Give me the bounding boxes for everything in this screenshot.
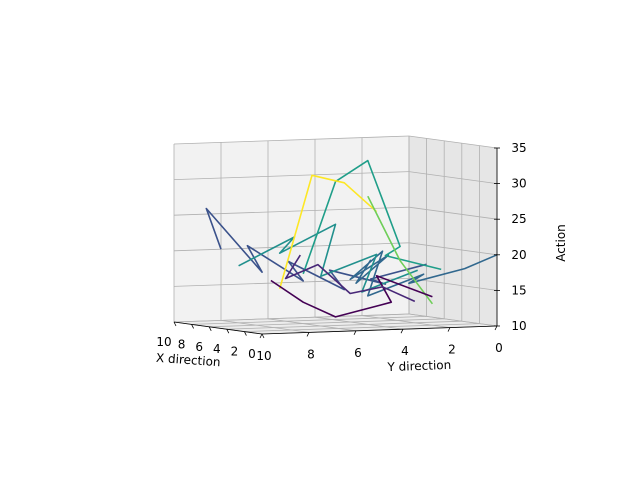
grid-line [173, 135, 410, 145]
grid-line [314, 316, 404, 330]
y-tick-label: 4 [401, 344, 409, 358]
y-tick-label: 2 [448, 343, 456, 357]
grid-line [191, 316, 427, 325]
series-line [284, 254, 416, 303]
x-axis-line [173, 321, 263, 335]
grid-line [226, 320, 462, 330]
grid-line [173, 206, 410, 216]
series-line [349, 250, 498, 297]
series-layer [205, 159, 498, 318]
x-axis-label: X direction [156, 351, 221, 369]
z-tick-label: 35 [511, 141, 526, 155]
z-tick-label: 10 [511, 319, 526, 333]
x-tick-label: 0 [248, 347, 256, 361]
floor-pane [174, 314, 497, 334]
grid-line [244, 323, 480, 332]
x-tick-label: 10 [156, 335, 171, 349]
x-tick-label: 2 [231, 345, 239, 359]
z-tick-label: 25 [511, 212, 526, 226]
z-tick-label: 15 [511, 283, 526, 297]
grid-line [173, 171, 410, 180]
grid-line [267, 318, 357, 332]
x-tick-label: 8 [178, 337, 186, 351]
x-tick-label: 6 [195, 340, 203, 354]
grid-line [408, 278, 498, 291]
grid-line [209, 318, 445, 328]
y-tick-label: 10 [256, 349, 271, 363]
x-tick [191, 324, 194, 329]
x-tick [226, 329, 230, 334]
y-tick [494, 325, 498, 331]
grid-line [408, 135, 498, 149]
z-axis-label: Action [554, 224, 568, 262]
grid-line [408, 242, 498, 256]
grid-line [408, 171, 498, 184]
z-tick-label: 30 [511, 177, 526, 191]
series-line [238, 223, 418, 293]
y-tick-label: 6 [354, 346, 362, 360]
y-tick [447, 327, 451, 332]
grid-line [361, 315, 451, 328]
y-tick-label: 8 [307, 347, 315, 361]
x-tick [208, 326, 212, 331]
series-line [367, 195, 434, 305]
series-line [278, 174, 378, 290]
y-tick [400, 329, 404, 334]
y-axis-label: Y direction [386, 358, 451, 374]
x-tick-label: 4 [213, 342, 221, 356]
axis-panes [174, 136, 497, 334]
y-axis-line [261, 325, 498, 335]
x-tick [173, 321, 177, 327]
grid-line [173, 313, 410, 323]
y-tick [306, 332, 310, 337]
grid-line [408, 206, 498, 220]
y-tick [353, 330, 357, 335]
x-tick [244, 331, 247, 336]
series-line [302, 159, 442, 275]
grid-line [220, 320, 310, 333]
grid-line [408, 313, 498, 327]
series-line [270, 274, 433, 318]
y-tick-label: 0 [495, 341, 503, 355]
z-tick-label: 20 [511, 248, 526, 262]
side-pane [409, 136, 497, 326]
y-tick [259, 333, 263, 339]
x-tick [261, 333, 265, 339]
